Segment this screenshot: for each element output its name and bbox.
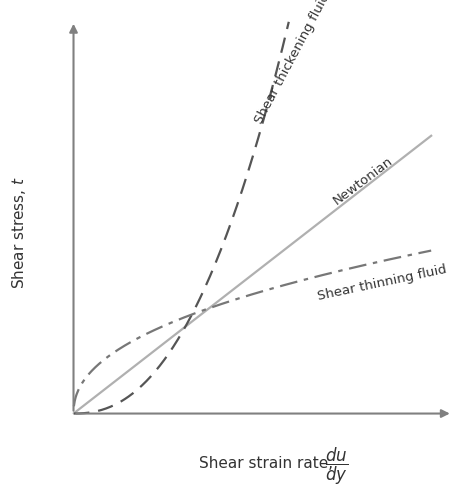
Text: Newtonian: Newtonian <box>331 153 396 207</box>
Text: Shear strain rate,: Shear strain rate, <box>199 455 333 469</box>
Text: Shear thinning fluid: Shear thinning fluid <box>317 263 448 303</box>
Text: Shear thickening fluid: Shear thickening fluid <box>252 0 332 125</box>
Text: $\dfrac{du}{dy}$: $\dfrac{du}{dy}$ <box>325 445 348 484</box>
Text: Shear stress, $t$: Shear stress, $t$ <box>10 176 28 288</box>
